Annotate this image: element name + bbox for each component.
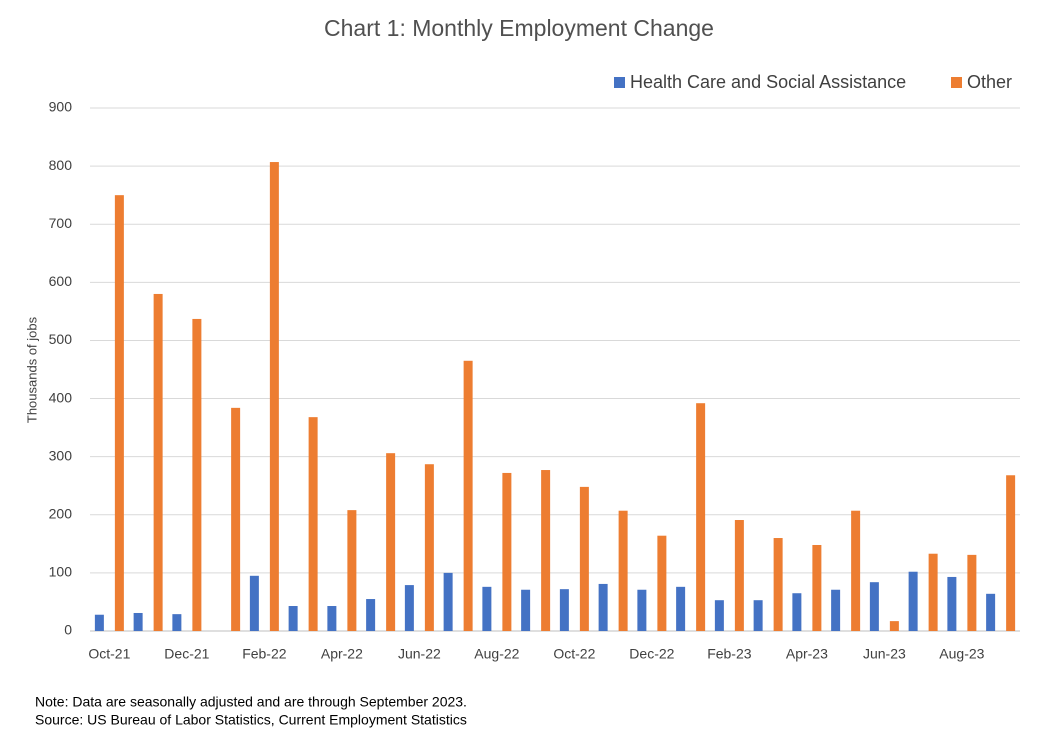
bar: [404, 585, 414, 631]
bar: [288, 606, 298, 631]
bar: [114, 195, 124, 631]
bar: [792, 593, 802, 631]
bar: [714, 600, 724, 631]
y-tick-label: 500: [49, 331, 73, 347]
bar: [541, 470, 551, 631]
bar: [521, 589, 531, 631]
bar: [889, 621, 899, 631]
y-tick-label: 200: [49, 505, 73, 521]
chart-title: Chart 1: Monthly Employment Change: [324, 15, 714, 41]
bar: [347, 510, 357, 631]
bar: [1006, 475, 1016, 631]
x-tick-label: Oct-22: [553, 646, 595, 662]
y-tick-label: 100: [49, 564, 73, 580]
x-tick-label: Jun-23: [863, 646, 906, 662]
y-tick-label: 900: [49, 99, 73, 115]
x-tick-label: Apr-22: [321, 646, 363, 662]
x-tick-label: Dec-21: [164, 646, 209, 662]
bar: [947, 576, 957, 631]
note: Note: Data are seasonally adjusted and a…: [35, 694, 467, 710]
legend-swatch: [951, 77, 962, 88]
source: Source: US Bureau of Labor Statistics, C…: [35, 712, 467, 728]
y-tick-label: 800: [49, 157, 73, 173]
legend-label: Other: [967, 72, 1012, 92]
bar: [657, 535, 667, 631]
bar: [231, 407, 241, 631]
bar: [869, 582, 879, 631]
bar: [559, 589, 569, 631]
bar: [812, 544, 822, 631]
x-tick-label: Aug-22: [474, 646, 519, 662]
bar: [192, 318, 202, 631]
x-tick-label: Aug-23: [939, 646, 984, 662]
bar: [366, 599, 376, 631]
bar: [637, 589, 647, 631]
x-tick-label: Feb-23: [707, 646, 752, 662]
x-tick-label: Feb-22: [242, 646, 287, 662]
bar: [773, 538, 783, 631]
bar: [851, 510, 861, 631]
bar: [133, 612, 143, 631]
bar: [502, 472, 512, 631]
bar: [696, 403, 706, 631]
bar: [831, 589, 841, 631]
bar: [676, 586, 686, 631]
y-tick-label: 400: [49, 389, 73, 405]
x-tick-label: Jun-22: [398, 646, 441, 662]
bar: [386, 453, 396, 631]
y-tick-label: 600: [49, 273, 73, 289]
bar: [308, 417, 318, 631]
bar: [249, 575, 259, 631]
y-tick-label: 700: [49, 215, 73, 231]
y-tick-label: 0: [64, 622, 72, 638]
bar: [598, 583, 608, 631]
bar: [618, 510, 628, 631]
bar: [327, 606, 337, 631]
bar: [753, 600, 763, 631]
bar: [967, 554, 977, 631]
bar: [172, 614, 182, 631]
y-tick-label: 300: [49, 447, 73, 463]
bar: [482, 586, 492, 631]
bar: [928, 553, 938, 631]
bar: [424, 464, 434, 631]
bar: [908, 571, 918, 631]
legend-label: Health Care and Social Assistance: [630, 72, 906, 92]
x-tick-label: Apr-23: [786, 646, 828, 662]
bar: [94, 614, 104, 631]
bar: [579, 486, 589, 631]
bar: [986, 593, 996, 631]
x-tick-label: Oct-21: [88, 646, 130, 662]
bar: [463, 360, 473, 631]
bar: [443, 572, 453, 631]
y-axis-label: Thousands of jobs: [24, 316, 39, 423]
x-tick-label: Dec-22: [629, 646, 674, 662]
bar: [153, 293, 163, 631]
bar: [269, 162, 279, 631]
bar: [734, 520, 744, 631]
legend-swatch: [614, 77, 625, 88]
